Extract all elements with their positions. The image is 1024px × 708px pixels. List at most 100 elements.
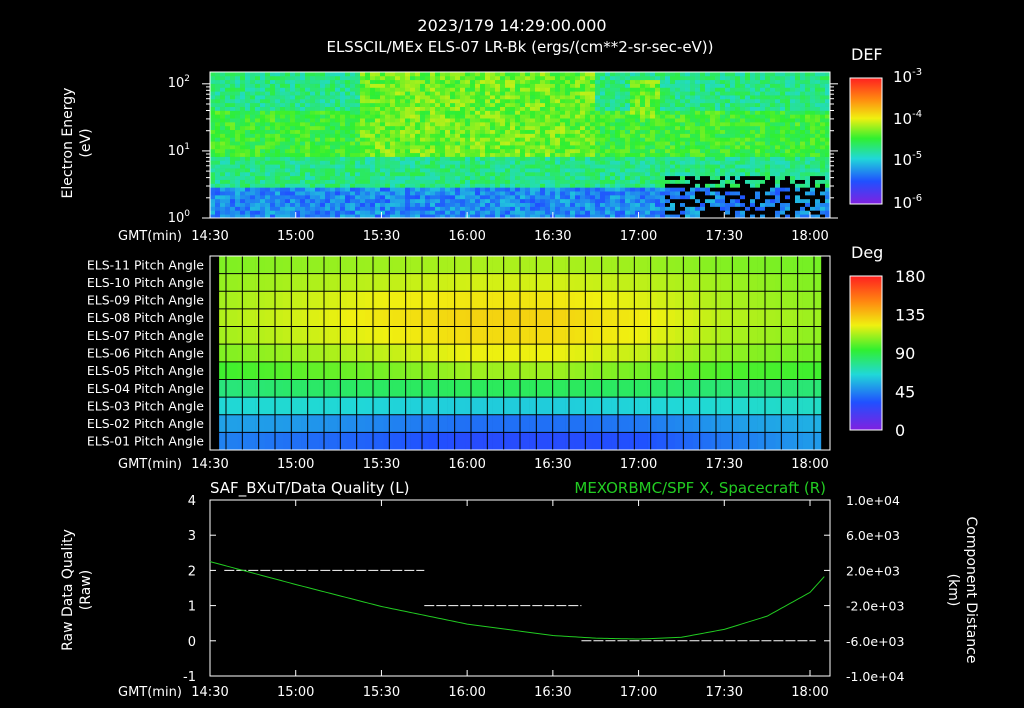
spectrogram-cell [745,125,751,131]
spectrogram-cell [620,114,626,119]
spectrogram-cell [625,168,631,173]
spectrogram-cell [770,210,776,215]
spectrogram-cell [545,187,551,192]
spectrogram-cell [795,110,801,115]
spectrogram-cell [795,179,801,184]
spectrogram-cell [645,156,651,161]
spectrogram-cell [280,206,286,211]
spectrogram-cell [450,102,456,107]
spectrogram-cell [670,72,676,77]
spectrogram-cell [750,175,756,180]
spectrogram-cell [280,102,286,107]
spectrogram-cell [625,118,631,123]
spectrogram-cell [680,210,686,215]
spectrogram-cell [280,194,286,200]
spectrogram-cell [800,187,806,192]
spectrogram-cell [360,214,366,219]
spectrogram-cell [595,118,601,123]
spectrogram-cell [665,206,671,211]
spectrogram-cell [460,125,466,131]
spectrogram-cell [660,87,666,92]
spectrogram-cell [585,145,591,150]
spectrogram-cell [740,125,746,131]
spectrogram-cell [530,110,536,115]
spectrogram-cell [630,194,636,200]
spectrogram-cell [475,79,481,84]
spectrogram-cell [555,75,561,81]
spectrogram-cell [345,210,351,215]
spectrogram-cell [340,141,346,146]
spectrogram-cell [440,164,446,169]
spectrogram-cell [210,95,216,100]
spectrogram-cell [405,83,411,88]
spectrogram-cell [345,91,351,96]
spectrogram-cell [695,121,701,127]
spectrogram-cell [315,194,321,200]
spectrogram-cell [765,114,771,119]
spectrogram-cell [375,175,381,180]
spectrogram-cell [645,152,651,157]
spectrogram-cell [555,175,561,180]
spectrogram-cell [705,75,711,81]
spectrogram-cell [380,118,386,123]
spectrogram-cell [310,102,316,107]
spectrogram-cell [595,210,601,215]
spectrogram-cell [230,129,236,134]
spectrogram-cell [260,125,266,131]
spectrogram-cell [625,91,631,96]
spectrogram-cell [375,187,381,192]
spectrogram-cell [505,98,511,104]
spectrogram-cell [370,156,376,161]
spectrogram-cell [345,168,351,173]
spectrogram-cell [485,198,491,204]
spectrogram-cell [345,152,351,157]
spectrogram-cell [420,179,426,184]
pitch-angle-cell [802,256,813,274]
spectrogram-cell [225,210,231,215]
spectrogram-cell [450,160,456,165]
spectrogram-cell [725,79,731,84]
spectrogram-cell [625,141,631,146]
spectrogram-cell [500,156,506,161]
spectrogram-cell [350,175,356,180]
spectrogram-cell [455,114,461,119]
spectrogram-cell [750,141,756,146]
spectrogram-cell [480,156,486,161]
spectrogram-cell [230,183,236,188]
spectrogram-cell [280,141,286,146]
spectrogram-cell [490,164,496,169]
spectrogram-cell [715,214,721,219]
spectrogram-cell [785,121,791,127]
spectrogram-cell [270,202,276,207]
spectrogram-cell [710,194,716,200]
spectrogram-cell [725,98,731,104]
spectrogram-cell [210,179,216,184]
spectrogram-cell [600,75,606,81]
spectrogram-cell [380,72,386,77]
spectrogram-cell [360,179,366,184]
spectrogram-cell [230,148,236,154]
spectrogram-cell [580,152,586,157]
spectrogram-cell [350,171,356,177]
spectrogram-cell [615,179,621,184]
spectrogram-cell [815,156,821,161]
spectrogram-cell [495,95,501,100]
spectrogram-cell [210,75,216,81]
spectrogram-cell [410,210,416,215]
spectrogram-cell [605,156,611,161]
spectrogram-cell [785,156,791,161]
time-tick-label: 16:00 [448,229,485,244]
spectrogram-cell [470,152,476,157]
pitch-angle-cell [766,256,776,274]
spectrogram-cell [365,202,371,207]
spectrogram-cell [280,133,286,138]
spectrogram-cell [615,156,621,161]
spectrogram-cell [545,145,551,150]
spectrogram-cell [780,160,786,165]
spectrogram-cell [825,72,831,77]
spectrogram-cell [635,198,641,204]
spectrogram-cell [435,133,441,138]
spectrogram-cell [325,148,331,154]
spectrogram-cell [545,129,551,134]
spectrogram-cell [215,102,221,107]
